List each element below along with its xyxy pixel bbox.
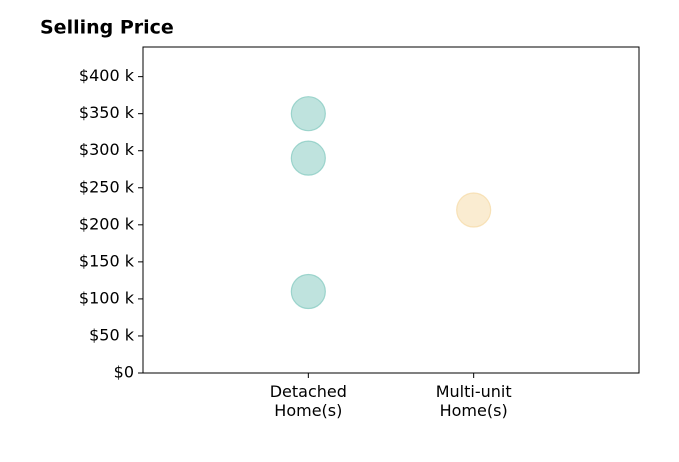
y-tick-label: $300 k [79,140,135,159]
point [456,192,492,228]
y-tick-label: $150 k [79,251,135,270]
plot-frame [142,46,640,374]
x-tick-label: Detached Home(s) [269,382,347,420]
point [290,96,326,132]
y-tick-label: $50 k [89,325,135,344]
y-tick-label: $250 k [79,177,135,196]
x-tick-label: Multi-unit Home(s) [435,382,512,420]
y-tick-label: $100 k [79,288,135,307]
point [290,273,326,310]
point [290,140,326,176]
chart-title: Selling Price [40,17,174,39]
y-tick-label: $0 [114,363,134,382]
y-tick-label: $400 k [79,66,135,85]
y-tick-label: $200 k [79,214,135,233]
y-tick-label: $350 k [79,103,135,122]
